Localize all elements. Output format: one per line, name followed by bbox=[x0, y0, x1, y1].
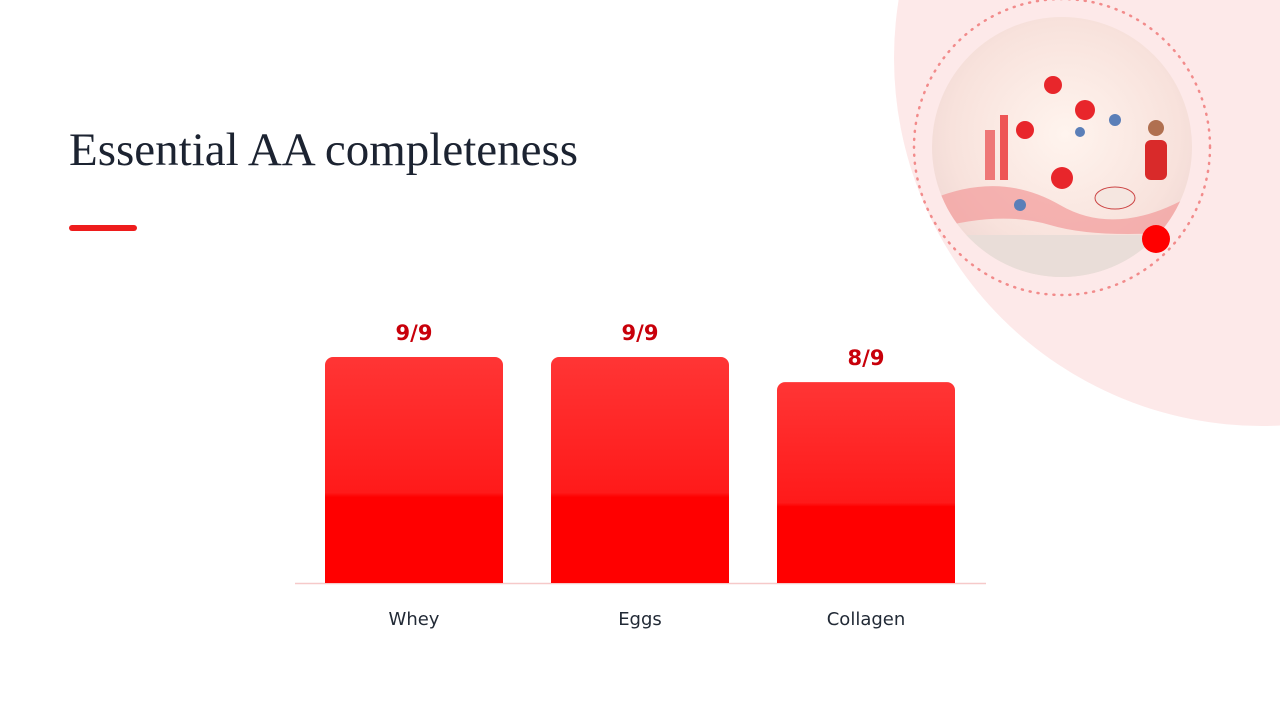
bar-foot bbox=[777, 573, 955, 583]
value-label: 9/9 bbox=[622, 321, 659, 345]
value-label: 8/9 bbox=[848, 346, 885, 370]
molecule bbox=[1075, 127, 1085, 137]
molecule bbox=[1075, 100, 1095, 120]
molecule bbox=[1051, 167, 1073, 189]
illustration-wave bbox=[932, 186, 1192, 234]
bar-foot bbox=[325, 573, 503, 583]
x-tick-label: Whey bbox=[389, 609, 440, 630]
molecule bbox=[1016, 121, 1034, 139]
title-underline bbox=[69, 225, 137, 231]
illustration-tower bbox=[985, 130, 995, 180]
molecule bbox=[1109, 114, 1121, 126]
figure-head bbox=[1148, 120, 1164, 136]
accent-dot bbox=[1142, 225, 1170, 253]
bar-foot bbox=[551, 573, 729, 583]
bar bbox=[325, 357, 503, 583]
bowl bbox=[1094, 186, 1136, 210]
figure bbox=[1145, 140, 1167, 180]
bar bbox=[777, 382, 955, 583]
value-label: 9/9 bbox=[396, 321, 433, 345]
dotted-ring bbox=[912, 0, 1212, 297]
illustration-tower bbox=[1000, 115, 1008, 180]
x-tick-label: Collagen bbox=[827, 609, 906, 630]
molecule bbox=[1014, 199, 1026, 211]
bar bbox=[551, 357, 729, 583]
molecule bbox=[1044, 76, 1062, 94]
x-tick-label: Eggs bbox=[618, 609, 662, 630]
chart-title: Essential AA completeness bbox=[69, 124, 578, 176]
